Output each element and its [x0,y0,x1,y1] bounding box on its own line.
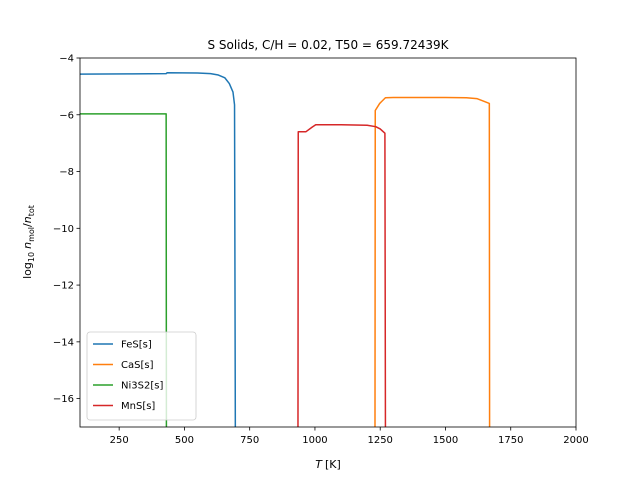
y-axis-label-tot-sub: tot [27,205,36,216]
series-line-mns-s [297,123,387,427]
series-layer [80,72,491,427]
y-axis-label: log10nmol/ntot [21,205,36,279]
y-tick-label--14: −14 [53,337,74,348]
y-tick-label--4: −4 [59,54,74,65]
x-tick-label-1000: 1000 [302,435,327,446]
plot-frame [79,57,577,428]
y-tick-label--6: −6 [59,110,74,121]
y-axis-label-log: log [21,262,34,279]
legend-label-ni3s2-s: Ni3S2[s] [121,381,163,392]
series-line-cas-s [374,96,491,427]
x-tick-label-500: 500 [175,435,194,446]
x-axis-label-unit: [K] [325,458,341,471]
y-tick-label--10: −10 [53,224,74,235]
legend-label-mns-s: MnS[s] [121,401,155,412]
y-axis-label-mol-sub: mol [27,227,36,242]
x-axis-label-variable: T [315,458,323,471]
chart-title: S Solids, C/H = 0.02, T50 = 659.72439K [207,38,449,52]
x-axis-label: T [K] [315,458,341,471]
series-line-fes-s [80,72,237,427]
x-tick-label-1750: 1750 [498,435,523,446]
x-tick-label-1500: 1500 [433,435,458,446]
legend-label-cas-s: CaS[s] [121,360,154,371]
x-axis: 250 500 750 1000 1250 1500 1750 2000 [110,427,589,446]
y-axis: −16 −14 −12 −10 −8 −6 −4 [53,54,80,405]
legend-items: FeS[s] CaS[s] Ni3S2[s] MnS[s] [93,340,163,412]
y-axis-label-log-base: 10 [27,252,36,262]
y-tick-label--16: −16 [53,394,74,405]
y-tick-label--12: −12 [53,281,74,292]
series-line-ni3s2-s [80,113,168,427]
y-tick-label--8: −8 [59,167,74,178]
x-tick-label-1250: 1250 [367,435,392,446]
legend: FeS[s] CaS[s] Ni3S2[s] MnS[s] [86,331,197,421]
y-axis-label-n-tot: n [21,216,34,223]
y-axis-label-n-mol: n [21,242,34,249]
y-axis-label-slash: / [21,223,34,227]
x-tick-label-250: 250 [110,435,129,446]
legend-label-fes-s: FeS[s] [121,340,152,351]
x-tick-label-2000: 2000 [563,435,588,446]
x-tick-label-750: 750 [240,435,259,446]
legend-box [86,331,197,421]
